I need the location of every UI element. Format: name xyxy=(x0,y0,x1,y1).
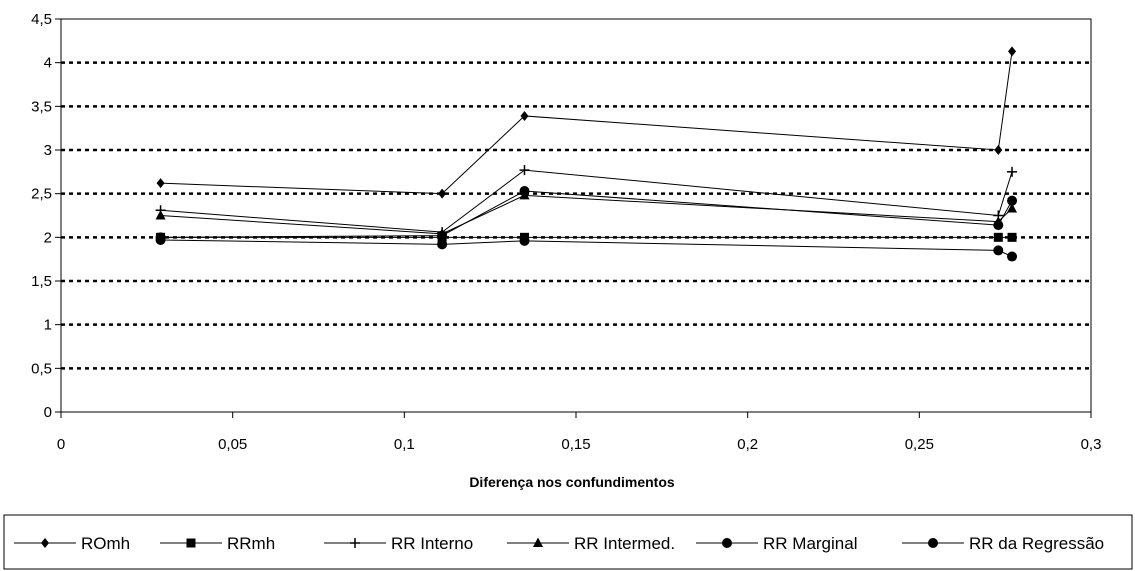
legend-label: RR Intermed. xyxy=(574,534,675,553)
legend-item-2: RR Interno xyxy=(324,534,473,553)
y-tick-labels: 0 0,5 1 1,5 2 2,5 3 3,5 4 4,5 xyxy=(31,11,52,421)
data-point xyxy=(993,220,1004,231)
y-tick-label: 1 xyxy=(44,317,52,334)
y-tick-label: 2,5 xyxy=(31,186,52,203)
x-tick-label: 0,1 xyxy=(394,436,415,453)
y-tick-label: 0,5 xyxy=(31,360,52,377)
data-point xyxy=(1007,166,1018,177)
data-point xyxy=(156,178,165,189)
data-point xyxy=(1007,251,1018,262)
data-point xyxy=(519,186,530,197)
legend-item-4: RR Marginal xyxy=(696,534,857,553)
legend-label: RR da Regressão xyxy=(969,534,1104,553)
x-tick-label: 0,25 xyxy=(905,436,934,453)
legend-item-1: RRmh xyxy=(160,534,275,553)
legend-item-3: RR Intermed. xyxy=(507,534,675,553)
y-tick-label: 0 xyxy=(44,404,52,421)
legend-marker xyxy=(350,538,360,548)
legend-marker xyxy=(928,538,938,548)
legend-marker xyxy=(533,537,543,547)
series-line xyxy=(160,190,1013,238)
x-tick-label: 0,15 xyxy=(561,436,590,453)
legend: ROmh RRmh RR Interno RR Intermed. RR Margina… xyxy=(14,534,1104,553)
series-0 xyxy=(156,46,1017,199)
series-line xyxy=(160,51,1013,195)
x-tick-label: 0,05 xyxy=(218,436,247,453)
y-tick-label: 3 xyxy=(44,142,52,159)
legend-marker xyxy=(722,538,732,548)
series-group xyxy=(155,46,1018,262)
legend-marker xyxy=(186,538,196,548)
x-tick-label: 0 xyxy=(57,436,65,453)
data-point xyxy=(519,165,530,176)
plot-area xyxy=(60,18,1092,413)
data-point xyxy=(1007,195,1018,206)
y-tick-label: 3,5 xyxy=(31,98,52,115)
y-tick-label: 1,5 xyxy=(31,273,52,290)
legend-marker xyxy=(41,538,49,548)
series-line xyxy=(160,169,1013,233)
legend-item-0: ROmh xyxy=(14,534,130,553)
axes xyxy=(55,18,1092,418)
legend-label: RRmh xyxy=(227,534,275,553)
series-line xyxy=(160,194,1013,235)
legend-box xyxy=(3,514,1133,570)
series-4 xyxy=(155,234,1018,262)
series-line xyxy=(160,239,1013,258)
data-point xyxy=(1007,203,1018,213)
data-point xyxy=(437,230,448,241)
data-point xyxy=(438,188,447,199)
data-point xyxy=(437,239,448,250)
data-point xyxy=(1007,232,1017,242)
data-point xyxy=(519,235,530,246)
data-point xyxy=(993,232,1003,242)
x-tick-labels: 0 0,05 0,1 0,15 0,2 0,25 0,3 xyxy=(57,436,1102,453)
legend-label: RR Marginal xyxy=(763,534,857,553)
series-3 xyxy=(155,189,1018,238)
series-1 xyxy=(156,232,1017,242)
series-2 xyxy=(155,165,1018,238)
data-point xyxy=(1008,46,1017,57)
legend-item-5: RR da Regressão xyxy=(902,534,1104,553)
x-axis-label: Diferença nos confundimentos xyxy=(469,474,675,490)
data-point xyxy=(155,232,166,243)
y-tick-label: 2 xyxy=(44,229,52,246)
y-tick-label: 4 xyxy=(44,55,52,72)
x-tick-label: 0,3 xyxy=(1081,436,1102,453)
legend-label: RR Interno xyxy=(391,534,473,553)
x-tick-label: 0,2 xyxy=(737,436,758,453)
y-tick-label: 4,5 xyxy=(31,11,52,28)
data-point xyxy=(155,210,166,220)
legend-label: ROmh xyxy=(81,534,130,553)
data-point xyxy=(520,110,529,121)
data-point xyxy=(993,245,1004,256)
grid-lines xyxy=(61,61,1091,370)
series-5 xyxy=(155,186,1018,243)
data-point xyxy=(994,145,1003,155)
